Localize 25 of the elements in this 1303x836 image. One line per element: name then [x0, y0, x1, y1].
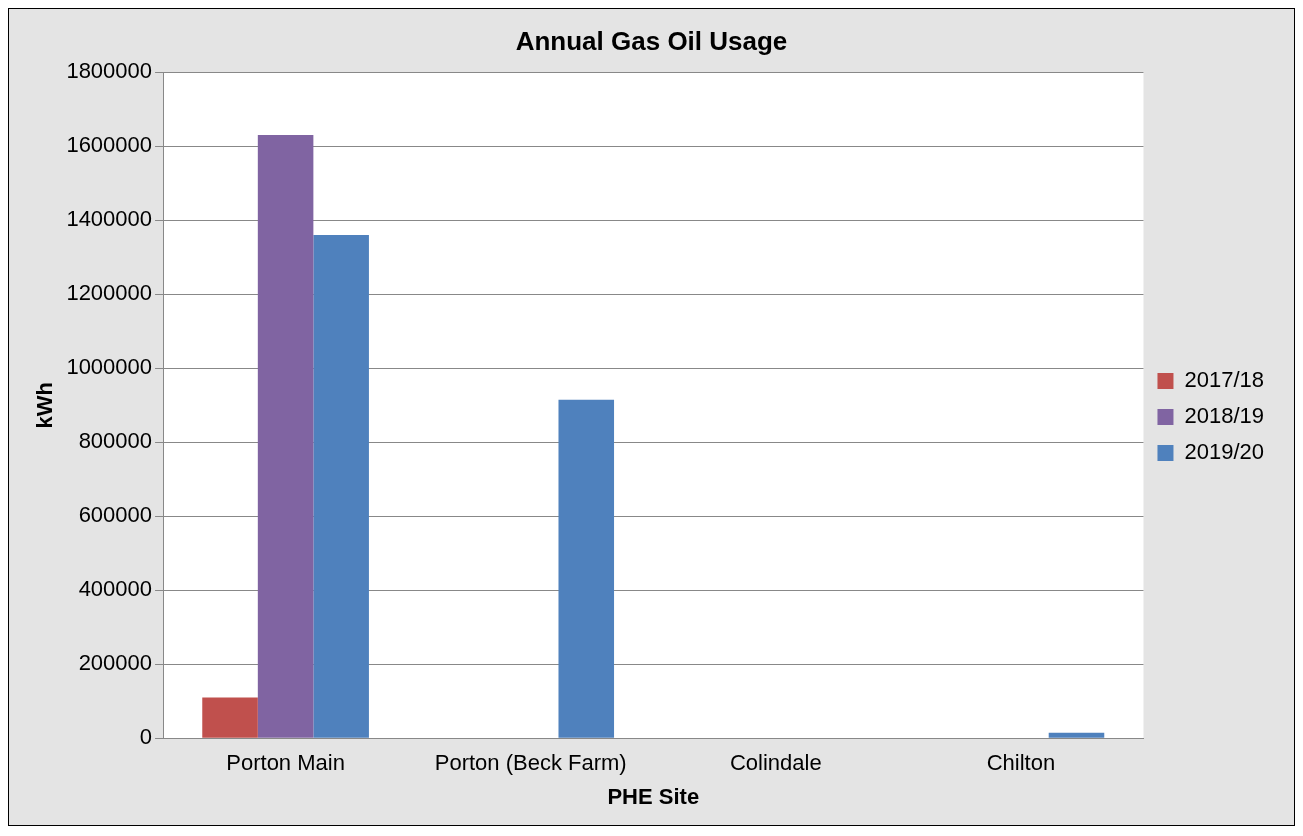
- legend-label: 2017/18: [1184, 367, 1265, 393]
- legend-label: 2018/19: [1184, 403, 1265, 429]
- y-tick-label: 1200000: [66, 280, 153, 306]
- y-axis-title: kWh: [32, 381, 58, 429]
- y-tick-label: 0: [139, 724, 153, 750]
- bar: [257, 135, 314, 738]
- y-tick-label: 600000: [78, 502, 153, 528]
- y-tick-label: 200000: [78, 650, 153, 676]
- y-tick-label: 1600000: [66, 132, 153, 158]
- y-tick-label: 1800000: [66, 58, 153, 84]
- y-tick-label: 1400000: [66, 206, 153, 232]
- x-axis-title: PHE Site: [607, 783, 700, 809]
- x-tick-label: Porton (Beck Farm): [434, 750, 627, 776]
- bar: [1048, 732, 1105, 738]
- x-tick-label: Chilton: [986, 750, 1056, 776]
- bar: [202, 697, 258, 738]
- y-tick-label: 400000: [78, 576, 153, 602]
- x-tick-label: Porton Main: [226, 750, 345, 776]
- legend-label: 2019/20: [1184, 439, 1265, 465]
- chart-title: Annual Gas Oil Usage: [515, 25, 788, 56]
- x-tick-label: Colindale: [729, 750, 822, 776]
- bar: [558, 399, 615, 738]
- bar: [313, 235, 369, 738]
- y-tick-label: 1000000: [66, 354, 153, 380]
- y-tick-label: 800000: [78, 428, 153, 454]
